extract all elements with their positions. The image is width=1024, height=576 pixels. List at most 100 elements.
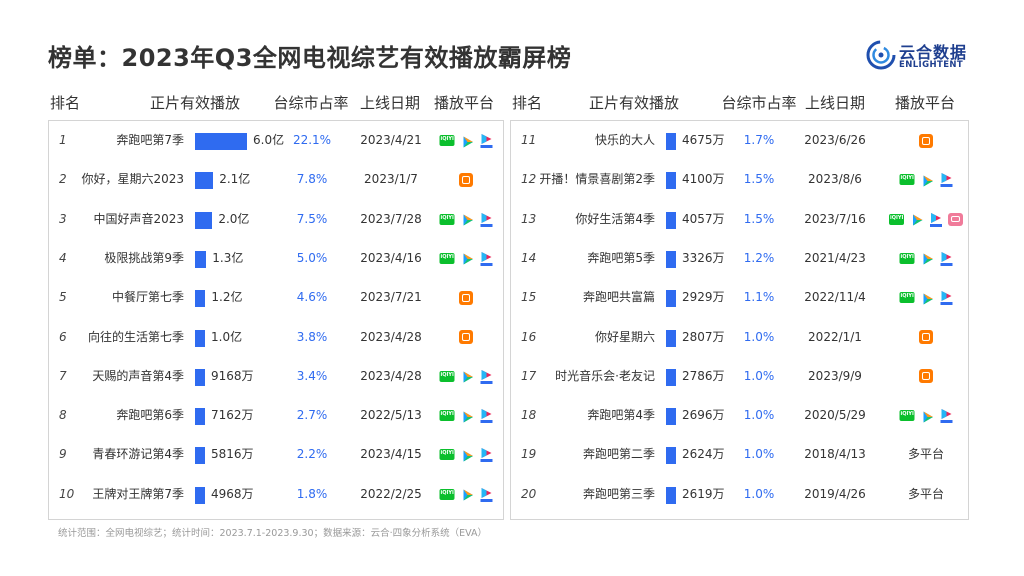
market-share: 4.6% xyxy=(296,290,328,305)
platform-icons xyxy=(889,212,963,227)
mango-tv-logo-icon xyxy=(919,133,933,148)
rank-number: 15 xyxy=(521,290,537,305)
play-value: 2.1亿 xyxy=(219,172,251,187)
market-share: 7.5% xyxy=(296,211,328,226)
market-share: 1.0% xyxy=(743,408,775,423)
platform-text: 多平台 xyxy=(907,447,945,462)
platform-icons xyxy=(439,408,493,424)
mango-tv-logo-icon xyxy=(459,330,473,344)
play-value: 3326万 xyxy=(682,250,725,265)
launch-date: 2023/7/28 xyxy=(360,211,422,226)
market-share: 1.0% xyxy=(743,447,775,462)
bilibili-logo-icon xyxy=(948,212,963,226)
table-row: 18 奔跑吧第4季 2696万 1.0% 2020/5/29 xyxy=(511,396,968,435)
rank-number: 2 xyxy=(59,172,67,187)
show-name: 时光音乐会·老友记 xyxy=(555,368,655,383)
market-share: 7.8% xyxy=(296,172,328,187)
rank-number: 6 xyxy=(59,329,67,344)
platform-icons xyxy=(919,133,933,148)
show-name: 奔跑吧共富篇 xyxy=(582,290,655,305)
rank-number: 12 xyxy=(521,172,537,187)
launch-date: 2023/8/6 xyxy=(808,172,862,187)
youku-logo-icon xyxy=(480,487,493,502)
show-name: 中国好声音2023 xyxy=(93,211,184,226)
show-name: 向往的生活第七季 xyxy=(87,329,184,344)
market-share: 1.8% xyxy=(296,486,328,501)
tencent-video-logo-icon xyxy=(461,409,475,423)
launch-date: 2020/5/29 xyxy=(804,408,866,423)
tencent-video-logo-icon xyxy=(461,487,475,501)
mango-tv-logo-icon xyxy=(919,369,933,384)
mango-tv-logo-icon xyxy=(459,172,473,187)
play-value: 4100万 xyxy=(682,172,725,187)
market-share: 3.4% xyxy=(296,368,328,383)
launch-date: 2023/1/7 xyxy=(364,172,418,187)
iqiyi-logo-icon xyxy=(439,135,455,146)
table-row: 4 极限挑战第9季 1.3亿 5.0% 2023/4/16 xyxy=(49,239,503,278)
youku-logo-icon xyxy=(940,251,953,266)
iqiyi-logo-icon xyxy=(439,410,455,422)
play-value: 2807万 xyxy=(682,329,725,344)
header-date-left: 上线日期 xyxy=(359,94,421,112)
platform-icons xyxy=(459,172,473,187)
logo-text-en: ENLIGHTENT xyxy=(899,60,964,70)
show-name: 开播！情景喜剧第2季 xyxy=(539,172,655,187)
rank-number: 1 xyxy=(59,133,67,147)
market-share: 1.0% xyxy=(743,329,775,344)
iqiyi-logo-icon xyxy=(889,213,904,225)
platform-icons xyxy=(439,212,493,227)
play-bar xyxy=(666,290,676,308)
table-row: 19 奔跑吧第二季 2624万 1.0% 2018/4/13 多平台 xyxy=(511,435,968,474)
play-bar xyxy=(666,133,676,150)
show-name: 奔跑吧第5季 xyxy=(587,250,655,265)
platform-icons xyxy=(899,408,953,424)
tencent-video-logo-icon xyxy=(461,448,475,462)
show-name: 你好星期六 xyxy=(594,329,655,344)
show-name: 奔跑吧第7季 xyxy=(116,133,184,147)
launch-date: 2023/7/21 xyxy=(360,290,422,305)
play-value: 4968万 xyxy=(211,486,254,501)
play-value: 2786万 xyxy=(682,368,725,383)
header-play-right: 正片有效播放 xyxy=(588,94,680,112)
rank-number: 19 xyxy=(521,447,537,462)
table-row: 11 快乐的大人 4675万 1.7% 2023/6/26 xyxy=(511,121,968,160)
table-row: 17 时光音乐会·老友记 2786万 1.0% 2023/9/9 xyxy=(511,357,968,396)
show-name: 奔跑吧第6季 xyxy=(116,408,184,423)
rank-number: 17 xyxy=(521,368,537,383)
show-name: 快乐的大人 xyxy=(594,133,655,147)
tencent-video-logo-icon xyxy=(461,212,475,226)
rank-number: 20 xyxy=(521,486,537,501)
rank-number: 11 xyxy=(521,133,537,147)
platform-icons xyxy=(899,172,953,188)
play-bar xyxy=(195,329,205,347)
tencent-video-logo-icon xyxy=(921,251,935,265)
play-value: 2619万 xyxy=(682,486,725,501)
launch-date: 2022/2/25 xyxy=(360,486,422,501)
table-row: 10 王牌对王牌第7季 4968万 1.8% 2022/2/25 xyxy=(49,475,503,514)
tencent-video-logo-icon xyxy=(461,369,475,383)
show-name: 极限挑战第9季 xyxy=(104,250,184,265)
market-share: 1.5% xyxy=(743,172,775,187)
iqiyi-logo-icon xyxy=(899,174,915,186)
play-bar xyxy=(195,447,205,465)
launch-date: 2023/6/26 xyxy=(804,133,866,147)
platform-icons xyxy=(919,369,933,384)
play-bar xyxy=(666,172,676,190)
play-bar xyxy=(666,408,676,426)
show-name: 中餐厅第七季 xyxy=(111,290,184,305)
header-rank-left: 排名 xyxy=(50,94,81,112)
youku-logo-icon xyxy=(480,447,493,463)
market-share: 1.0% xyxy=(743,486,775,501)
launch-date: 2023/4/28 xyxy=(360,368,422,383)
rank-number: 16 xyxy=(521,329,537,344)
header-play-left: 正片有效播放 xyxy=(149,94,241,112)
table-row: 7 天赐的声音第4季 9168万 3.4% 2023/4/28 xyxy=(49,357,503,396)
header-date-right: 上线日期 xyxy=(804,94,866,112)
footnote: 统计范围：全网电视综艺；统计时间：2023.7.1-2023.9.30；数据来源… xyxy=(58,528,487,539)
launch-date: 2023/4/21 xyxy=(360,133,422,147)
table-row: 16 你好星期六 2807万 1.0% 2022/1/1 xyxy=(511,318,968,357)
rank-number: 10 xyxy=(59,486,75,501)
tencent-video-logo-icon xyxy=(921,173,935,187)
play-value: 2624万 xyxy=(682,447,725,462)
launch-date: 2018/4/13 xyxy=(804,447,866,462)
